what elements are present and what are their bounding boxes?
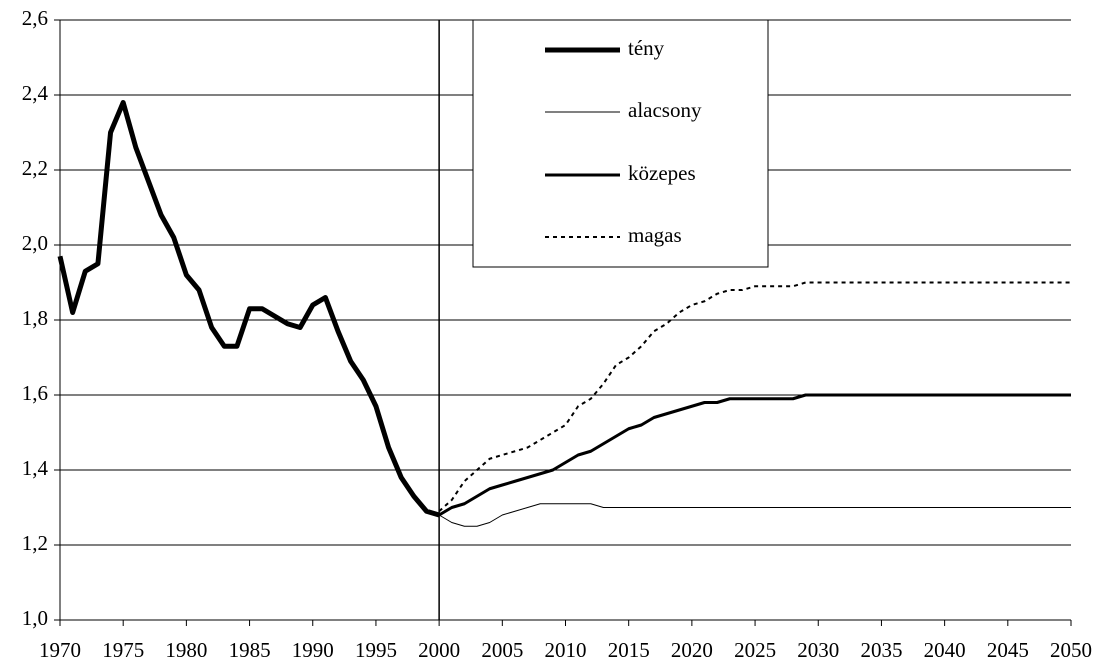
- y-tick-label: 1,2: [22, 531, 48, 555]
- x-tick-label: 2005: [481, 638, 523, 662]
- y-tick-label: 1,4: [22, 456, 49, 480]
- y-tick-label: 1,0: [22, 606, 48, 630]
- x-tick-label: 2035: [860, 638, 902, 662]
- x-tick-label: 1975: [102, 638, 144, 662]
- x-tick-label: 2045: [987, 638, 1029, 662]
- x-tick-label: 2015: [608, 638, 650, 662]
- y-tick-label: 1,6: [22, 381, 48, 405]
- y-tick-label: 1,8: [22, 306, 48, 330]
- x-tick-label: 1980: [165, 638, 207, 662]
- series-line: [438, 393, 1071, 517]
- y-tick-label: 2,0: [22, 231, 48, 255]
- x-tick-label: 1995: [355, 638, 397, 662]
- series-line: [438, 503, 1071, 527]
- legend-box: [472, 19, 769, 268]
- x-tick-label: 1970: [39, 638, 81, 662]
- x-tick-label: 2050: [1050, 638, 1092, 662]
- x-tick-label: 1985: [229, 638, 271, 662]
- y-tick-label: 2,2: [22, 156, 48, 180]
- legend-label: tény: [628, 36, 665, 60]
- x-tick-label: 2000: [418, 638, 460, 662]
- series-line: [57, 100, 440, 518]
- y-tick-label: 2,6: [22, 6, 48, 30]
- y-tick-label: 2,4: [22, 81, 49, 105]
- series-line: [438, 281, 1071, 512]
- x-tick-label: 2030: [797, 638, 839, 662]
- x-tick-label: 2010: [545, 638, 587, 662]
- x-tick-label: 1990: [292, 638, 334, 662]
- legend-label: közepes: [628, 161, 696, 185]
- x-tick-label: 2025: [734, 638, 776, 662]
- legend-label: magas: [628, 223, 682, 247]
- x-tick-label: 2040: [924, 638, 966, 662]
- legend-label: alacsony: [628, 98, 702, 122]
- x-tick-label: 2020: [671, 638, 713, 662]
